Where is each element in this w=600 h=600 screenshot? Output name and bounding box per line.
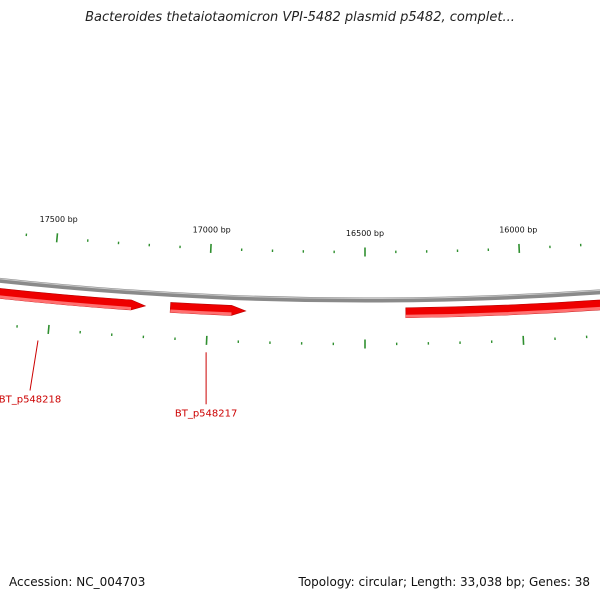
position-label: 16500 bp xyxy=(346,229,384,238)
gene-label-leader xyxy=(29,340,39,391)
plasmid-backbone-highlight xyxy=(0,278,600,299)
position-label: 17000 bp xyxy=(193,226,231,235)
inner-tick-ring xyxy=(16,324,588,349)
topology-summary-text: Topology: circular; Length: 33,038 bp; G… xyxy=(298,575,590,589)
inner-major-tick xyxy=(47,324,50,334)
accession-text: Accession: NC_004703 xyxy=(9,575,146,589)
gene-track xyxy=(0,281,600,319)
gene-label: BT_p548217 xyxy=(175,408,238,419)
outer-major-tick xyxy=(55,233,59,243)
gene-arrow-shading xyxy=(405,306,600,318)
gene-arrow-shading xyxy=(0,295,132,310)
position-label: 17500 bp xyxy=(40,215,78,224)
plasmid-backbone xyxy=(0,277,600,303)
outer-tick-ring xyxy=(25,233,582,257)
backbone-layer xyxy=(0,277,600,303)
gene-arrow-bt_p548218[interactable] xyxy=(0,281,147,311)
position-label: 16000 bp xyxy=(499,226,537,235)
map-title: Bacteroides thetaiotaomicron VPI-5482 pl… xyxy=(85,10,515,25)
gene-arrow-shading xyxy=(170,309,232,316)
gene-label: BT_p548218 xyxy=(0,395,61,406)
